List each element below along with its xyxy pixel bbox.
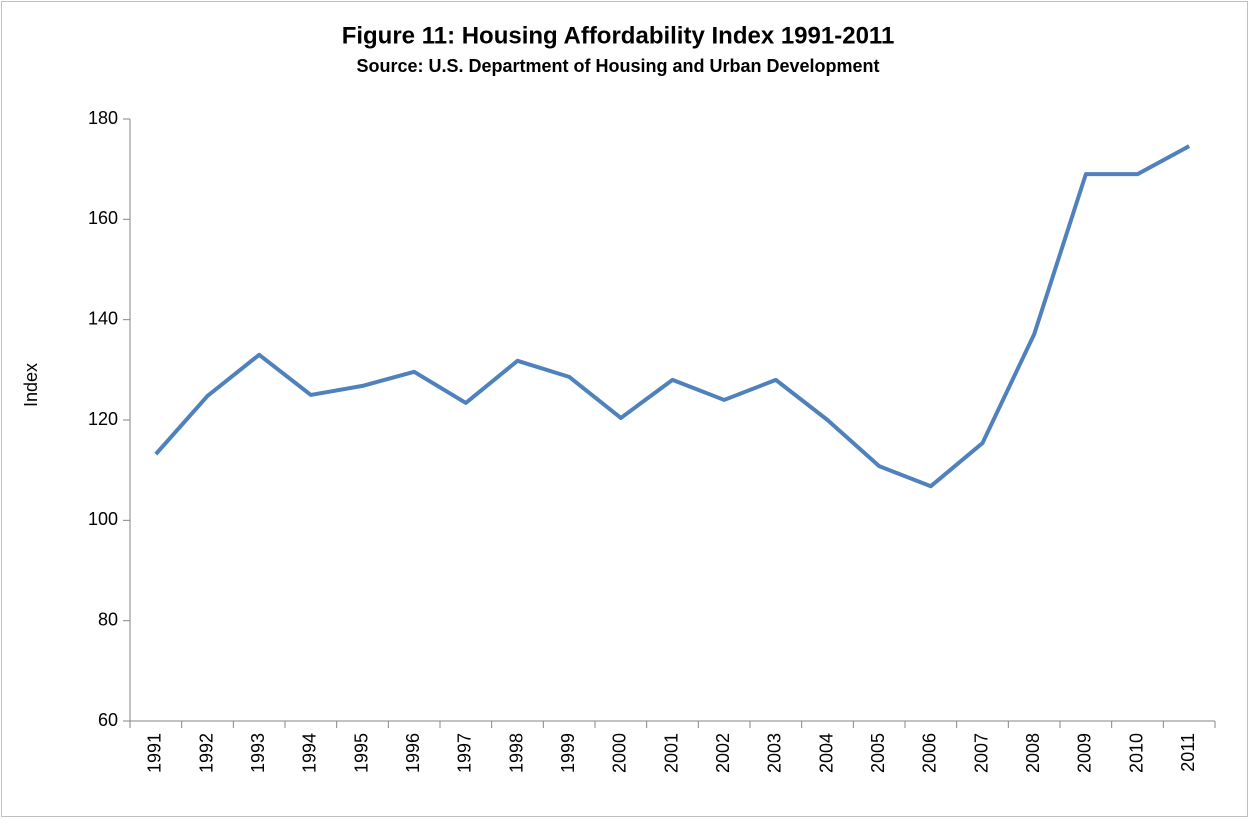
x-tick-label: 1996 [403,733,423,773]
x-tick-label: 2007 [971,733,991,773]
x-tick-label: 2009 [1075,733,1095,773]
x-tick-label: 2006 [920,733,940,773]
x-tick-label: 2003 [765,733,785,773]
x-tick-label: 2001 [661,733,681,773]
x-tick-label: 2004 [816,733,836,773]
x-tick-label: 1999 [558,733,578,773]
y-tick-label: 120 [88,409,118,429]
x-tick-label: 1994 [300,733,320,773]
y-tick-label: 100 [88,509,118,529]
x-tick-label: 1993 [248,733,268,773]
data-line [154,144,1191,489]
x-tick-label: 1991 [145,733,165,773]
y-tick-label: 140 [88,308,118,328]
x-tick-label: 1998 [506,733,526,773]
y-tick-label: 60 [98,710,118,730]
chart-subtitle: Source: U.S. Department of Housing and U… [356,56,879,76]
x-tick-label: 2008 [1023,733,1043,773]
y-tick-label: 160 [88,208,118,228]
x-tick-label: 2005 [868,733,888,773]
y-axis-label: Index [21,363,41,407]
x-tick-label: 2010 [1126,733,1146,773]
x-tick-label: 2002 [713,733,733,773]
chart-title: Figure 11: Housing Affordability Index 1… [342,22,895,49]
x-tick-label: 1992 [196,733,216,773]
y-tick-label: 80 [98,609,118,629]
x-tick-label: 1997 [455,733,475,773]
y-tick-label: 180 [88,108,118,128]
x-tick-label: 2000 [610,733,630,773]
x-tick-label: 1995 [351,733,371,773]
x-tick-label: 2011 [1178,733,1198,772]
